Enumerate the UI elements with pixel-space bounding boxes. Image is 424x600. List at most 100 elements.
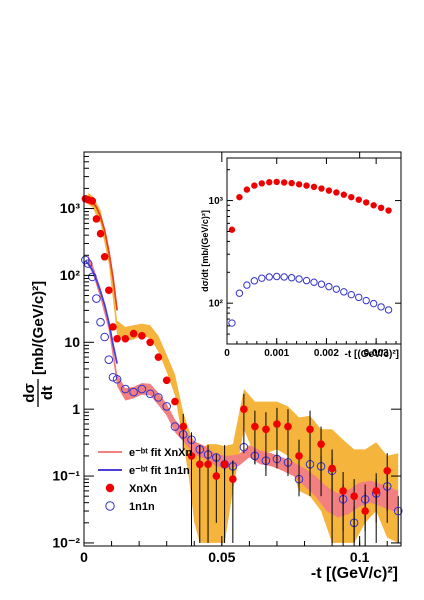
x-tick-label: 0.1: [350, 549, 370, 565]
marker-xnxn-point: [171, 397, 179, 406]
marker-1n1n-point: [154, 393, 163, 402]
inset-marker-xnxn-point: [377, 204, 385, 212]
marker-xnxn-point: [113, 334, 121, 343]
inset-marker-xnxn-point: [325, 187, 333, 194]
inset-marker-1n1n-point: [243, 281, 251, 289]
marker-xnxn-point: [162, 376, 171, 385]
inset-marker-xnxn-point: [318, 185, 325, 192]
marker-xnxn-point: [262, 425, 270, 434]
marker-xnxn-point: [121, 334, 130, 343]
inset-y-axis-title: dσ/dt [mb/(GeV/c)²]: [200, 210, 210, 292]
inset-axes: 0 0.001 0.002 0.003 10² 10³: [209, 158, 401, 359]
inset-marker-1n1n-point: [325, 282, 333, 291]
legend-swatch-1n1n: [105, 501, 115, 511]
inset-marker-1n1n-point: [280, 273, 288, 281]
marker-xnxn-point: [187, 452, 196, 460]
marker-xnxn-point: [105, 286, 113, 295]
y-axis-title-unit: [mb/(GeV/c)²]: [30, 281, 47, 375]
band-1n1n: [88, 255, 399, 518]
inset-marker-xnxn-point: [251, 182, 258, 189]
main-data-markers: [81, 194, 403, 546]
inset-marker-1n1n-point: [317, 280, 326, 288]
marker-xnxn-point: [372, 487, 380, 495]
y-axis-title-num: dσ: [21, 383, 38, 402]
y-tick-label: 1: [72, 401, 80, 417]
marker-xnxn-point: [195, 460, 204, 469]
marker-1n1n-point: [108, 372, 118, 382]
marker-xnxn-point: [96, 229, 105, 238]
inset-marker-xnxn-point: [280, 179, 288, 186]
legend: e⁻ᵇᵗ fit XnXn e⁻ᵇᵗ fit 1n1n XnXn 1n1n: [98, 447, 192, 513]
marker-xnxn-point: [251, 422, 259, 431]
inset-marker-1n1n-point: [228, 319, 236, 327]
main-axes: 0 0.05 0.1 10⁻² 10⁻¹ 1 10 10² 10³: [52, 151, 401, 565]
y-tick-label: 10⁻¹: [52, 468, 80, 484]
y-tick-label: 10: [64, 334, 80, 350]
inset-marker-xnxn-point: [310, 183, 318, 191]
inset-marker-xnxn-point: [228, 226, 236, 233]
inset-x-axis-title: -t [(GeV/c)²]: [345, 349, 399, 360]
inset-marker-1n1n-point: [265, 273, 273, 281]
x-tick-label: 0: [80, 549, 88, 565]
inset-marker-xnxn-point: [385, 207, 392, 214]
legend-label-1n1n: 1n1n: [129, 501, 155, 513]
x-tick-label: 0.002: [314, 348, 339, 359]
marker-1n1n-point: [87, 272, 97, 282]
y-tick-label: 10²: [60, 267, 81, 283]
marker-1n1n-point: [100, 332, 109, 342]
inset-marker-1n1n-point: [332, 285, 341, 293]
marker-xnxn-point: [284, 422, 292, 431]
x-tick-label: 0.001: [264, 348, 289, 359]
inset-marker-xnxn-point: [266, 179, 273, 186]
inset-marker-1n1n-point: [302, 276, 311, 285]
inset-marker-xnxn-point: [363, 199, 370, 206]
inset-marker-1n1n-point: [362, 296, 370, 305]
inset-marker-xnxn-point: [340, 191, 348, 198]
marker-1n1n-point: [112, 374, 122, 384]
marker-xnxn-point: [179, 422, 188, 431]
marker-xnxn-point: [295, 452, 303, 460]
marker-xnxn-point: [204, 460, 212, 469]
marker-1n1n-point: [92, 294, 101, 303]
marker-xnxn-point: [100, 252, 109, 261]
marker-xnxn-point: [361, 507, 369, 515]
marker-xnxn-point: [92, 215, 101, 223]
marker-xnxn-point: [212, 472, 221, 480]
legend-swatch-xnxn: [105, 483, 115, 493]
y-tick-label: 10²: [209, 299, 224, 310]
inset-plot-frame: [226, 157, 402, 345]
y-tick-label: 10⁻²: [52, 535, 80, 551]
inset-marker-1n1n-point: [250, 277, 259, 285]
marker-xnxn-point: [328, 464, 336, 473]
marker-1n1n-point: [129, 387, 138, 397]
marker-1n1n-point: [96, 317, 105, 327]
marker-xnxn-point: [306, 425, 314, 434]
x-tick-label: 0: [224, 348, 230, 359]
inset-marker-1n1n-point: [369, 299, 378, 308]
inset-marker-xnxn-point: [355, 196, 362, 203]
inset-marker-xnxn-point: [370, 202, 377, 209]
inset-marker-xnxn-point: [258, 180, 265, 187]
marker-1n1n-point: [393, 506, 403, 516]
inset-data-markers: [228, 178, 393, 327]
main-plot: 0 0.05 0.1 10⁻² 10⁻¹ 1 10 10² 10³ dσ dt [mb/(GeV…: [21, 151, 403, 582]
inset-marker-xnxn-point: [303, 182, 310, 189]
inset-marker-1n1n-point: [235, 289, 244, 297]
y-tick-label: 10³: [60, 200, 81, 216]
x-axis-title: -t [(GeV/c)²]: [311, 565, 398, 582]
marker-1n1n-point: [162, 402, 171, 411]
inset-marker-xnxn-point: [333, 189, 340, 196]
inset-marker-1n1n-point: [340, 288, 348, 296]
inset-marker-xnxn-point: [243, 186, 251, 193]
inset-marker-xnxn-point: [288, 179, 295, 187]
inset-plot: 0 0.001 0.002 0.003 10² 10³ dσ/dt [mb/(GeV/c)…: [200, 157, 402, 360]
marker-1n1n-point: [145, 389, 155, 399]
inset-marker-1n1n-point: [273, 272, 281, 281]
y-axis-title: dσ dt [mb/(GeV/c)²]: [21, 281, 56, 407]
marker-xnxn-point: [138, 332, 146, 340]
inset-marker-1n1n-point: [258, 274, 266, 282]
inset-marker-1n1n-point: [355, 293, 363, 302]
marker-xnxn-point: [383, 466, 392, 475]
marker-1n1n-point: [170, 422, 180, 431]
y-tick-label: 10³: [209, 196, 224, 207]
